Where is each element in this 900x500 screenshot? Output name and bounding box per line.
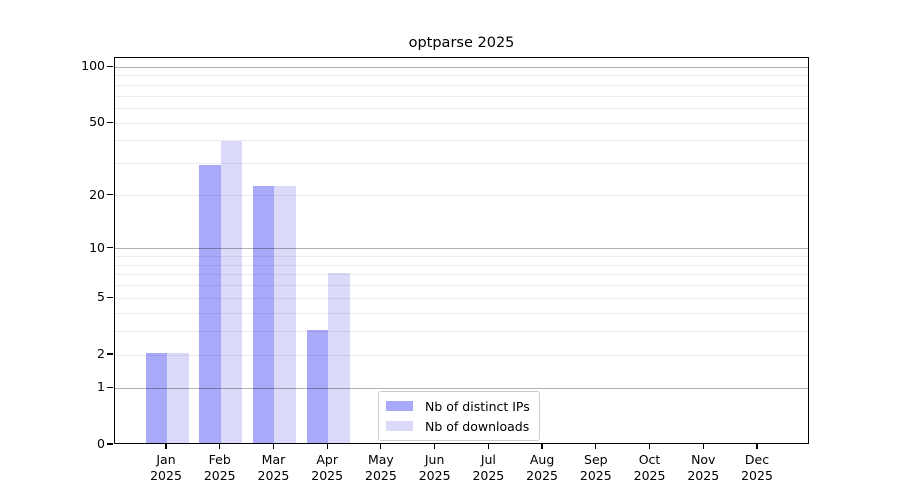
x-tick-label-sep: Sep 2025 bbox=[579, 452, 612, 483]
y-tick-label-50: 50 bbox=[89, 114, 105, 130]
gridline-major-100 bbox=[115, 66, 808, 68]
gridline-minor-80 bbox=[115, 84, 808, 86]
legend-label-downloads: Nb of downloads bbox=[425, 418, 530, 434]
y-tick-100 bbox=[107, 65, 113, 67]
bar-downloads-feb bbox=[220, 141, 243, 443]
gridline-major-1 bbox=[115, 387, 808, 389]
gridline-minor-90 bbox=[115, 75, 808, 77]
legend-swatch-distinct-ips bbox=[386, 401, 413, 411]
x-tick-may bbox=[380, 444, 382, 449]
y-tick-10 bbox=[107, 247, 113, 249]
bar-downloads-apr bbox=[328, 272, 350, 443]
gridline-minor-6 bbox=[115, 285, 808, 287]
x-tick-label-jun: Jun 2025 bbox=[418, 452, 451, 483]
chart-title: optparse 2025 bbox=[408, 35, 515, 51]
gridline-minor-7 bbox=[115, 274, 808, 276]
x-tick-sep bbox=[595, 444, 597, 449]
gridline-minor-20 bbox=[115, 195, 808, 197]
legend-item-downloads: Nb of downloads bbox=[386, 418, 530, 434]
gridline-minor-30 bbox=[115, 163, 808, 165]
y-tick-label-1: 1 bbox=[97, 379, 105, 395]
gridline-minor-5 bbox=[115, 297, 808, 299]
gridline-minor-60 bbox=[115, 107, 808, 109]
x-tick-label-jul: Jul 2025 bbox=[472, 452, 505, 483]
legend-label-distinct-ips: Nb of distinct IPs bbox=[425, 398, 530, 414]
x-tick-jul bbox=[487, 444, 489, 449]
bar-distinct-ips-apr bbox=[306, 329, 329, 443]
y-tick-label-20: 20 bbox=[89, 186, 105, 202]
plot-area bbox=[114, 57, 809, 444]
y-tick-2 bbox=[107, 353, 113, 355]
legend-item-distinct-ips: Nb of distinct IPs bbox=[386, 398, 530, 414]
gridline-major-10 bbox=[115, 248, 808, 250]
y-tick-0 bbox=[107, 443, 113, 445]
y-tick-label-5: 5 bbox=[97, 289, 105, 305]
x-tick-label-nov: Nov 2025 bbox=[687, 452, 720, 483]
x-tick-label-jan: Jan 2025 bbox=[150, 452, 182, 483]
x-tick-aug bbox=[541, 444, 543, 449]
gridline-minor-9 bbox=[115, 256, 808, 257]
bar-distinct-ips-mar bbox=[252, 186, 275, 443]
legend-swatch-downloads bbox=[386, 421, 413, 431]
x-tick-dec bbox=[756, 444, 758, 449]
y-tick-label-2: 2 bbox=[97, 346, 105, 362]
gridline-minor-50 bbox=[115, 122, 808, 124]
bar-distinct-ips-jan bbox=[145, 353, 167, 443]
x-tick-jun bbox=[434, 444, 436, 449]
bar-downloads-jan bbox=[167, 353, 189, 443]
y-tick-50 bbox=[107, 121, 113, 123]
x-tick-nov bbox=[702, 444, 704, 449]
gridline-minor-70 bbox=[115, 95, 808, 97]
gridline-minor-2 bbox=[115, 354, 808, 356]
y-tick-20 bbox=[107, 194, 113, 196]
bar-distinct-ips-feb bbox=[199, 164, 221, 443]
x-tick-apr bbox=[326, 444, 328, 449]
x-tick-label-aug: Aug 2025 bbox=[526, 452, 558, 483]
x-tick-label-mar: Mar 2025 bbox=[257, 452, 290, 483]
gridline-minor-3 bbox=[115, 331, 808, 332]
x-tick-label-oct: Oct 2025 bbox=[633, 452, 666, 483]
y-tick-label-0: 0 bbox=[97, 436, 105, 451]
y-tick-5 bbox=[107, 296, 113, 298]
x-tick-label-may: May 2025 bbox=[365, 452, 397, 483]
x-tick-label-apr: Apr 2025 bbox=[311, 452, 344, 483]
x-tick-feb bbox=[219, 444, 221, 449]
x-tick-label-feb: Feb 2025 bbox=[203, 452, 236, 483]
y-tick-1 bbox=[107, 386, 113, 388]
legend: Nb of distinct IPs Nb of downloads bbox=[378, 391, 540, 441]
x-tick-mar bbox=[272, 444, 275, 449]
gridline-minor-40 bbox=[115, 140, 808, 142]
gridline-minor-4 bbox=[115, 312, 808, 314]
bar-downloads-mar bbox=[274, 186, 296, 443]
gridline-minor-8 bbox=[115, 264, 808, 266]
x-tick-label-dec: Dec 2025 bbox=[741, 452, 773, 483]
y-tick-label-100: 100 bbox=[81, 58, 105, 74]
x-tick-jan bbox=[165, 444, 167, 449]
x-tick-oct bbox=[648, 444, 651, 449]
y-tick-label-10: 10 bbox=[89, 239, 105, 255]
